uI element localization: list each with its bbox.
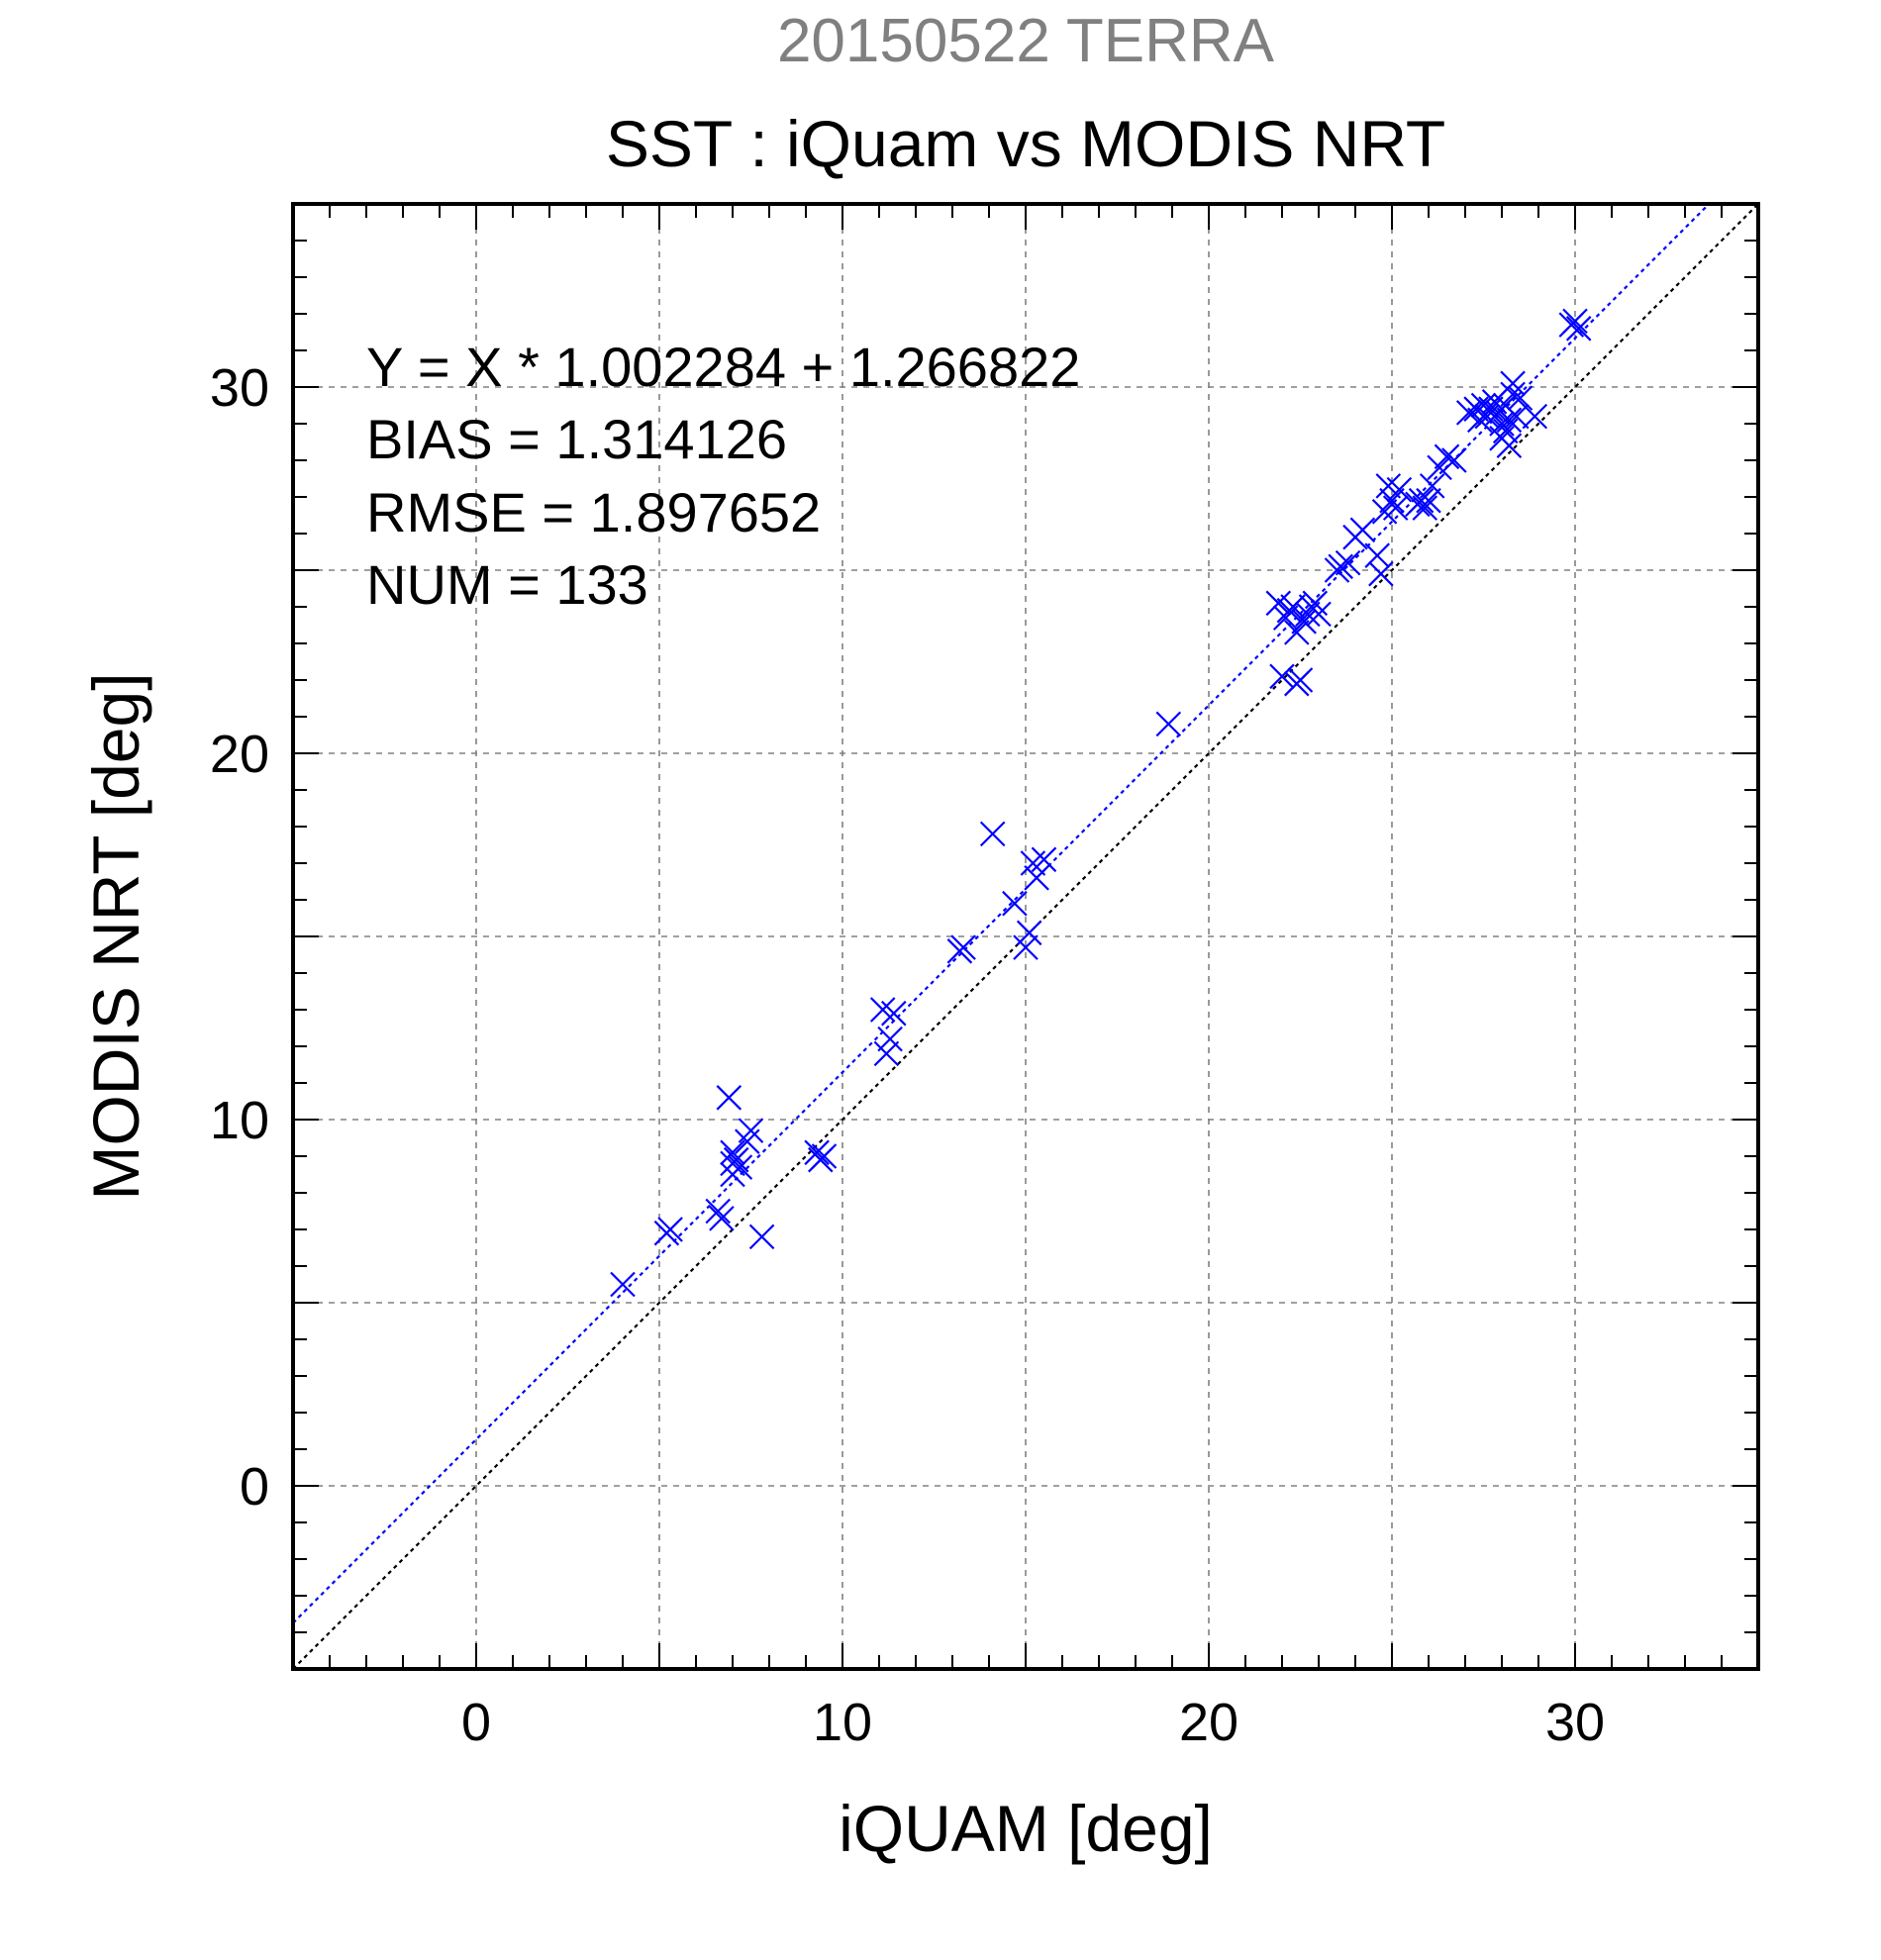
data-point bbox=[1306, 601, 1332, 628]
data-point bbox=[748, 1224, 775, 1250]
data-point bbox=[709, 1206, 735, 1231]
y-tick-label: 0 bbox=[240, 1457, 269, 1517]
data-point bbox=[1500, 381, 1526, 408]
data-point bbox=[1013, 934, 1039, 960]
plot-frame bbox=[291, 202, 1760, 1671]
stats-annotation: Y = X * 1.002284 + 1.266822 BIAS = 1.314… bbox=[366, 336, 1080, 616]
data-point bbox=[720, 1139, 745, 1166]
data-point bbox=[610, 1271, 636, 1298]
identity-line bbox=[293, 204, 1758, 1669]
data-point bbox=[1416, 487, 1441, 514]
data-point bbox=[1024, 865, 1049, 891]
chart-subtitle: SST : iQuam vs MODIS NRT bbox=[606, 107, 1445, 180]
data-point bbox=[1441, 447, 1467, 473]
fit-equation-label: Y = X * 1.002284 + 1.266822 bbox=[366, 336, 1080, 398]
data-point bbox=[881, 1000, 907, 1027]
data-point bbox=[1335, 549, 1361, 576]
data-point bbox=[1500, 370, 1526, 397]
data-point bbox=[1031, 846, 1057, 873]
x-tick-label: 0 bbox=[461, 1693, 491, 1752]
data-point bbox=[877, 1026, 903, 1052]
data-point bbox=[1328, 553, 1353, 580]
data-point bbox=[738, 1118, 764, 1143]
data-point bbox=[1562, 308, 1588, 335]
data-point bbox=[1265, 590, 1292, 617]
axis-ticks bbox=[293, 204, 1758, 1669]
data-point bbox=[979, 821, 1006, 847]
x-tick-label: 30 bbox=[1545, 1693, 1605, 1752]
x-tick-label: 20 bbox=[1179, 1693, 1238, 1752]
data-point bbox=[1379, 487, 1405, 514]
y-axis-label: MODIS NRT [deg] bbox=[79, 672, 152, 1200]
data-point bbox=[1478, 396, 1504, 422]
data-point bbox=[1522, 403, 1548, 430]
data-point bbox=[873, 1040, 900, 1067]
data-point bbox=[1002, 890, 1028, 917]
rmse-label: RMSE = 1.897652 bbox=[366, 481, 821, 543]
x-tick-label: 10 bbox=[813, 1693, 872, 1752]
data-point bbox=[1287, 667, 1314, 693]
y-tick-label: 10 bbox=[210, 1091, 269, 1150]
count-label: NUM = 133 bbox=[366, 553, 648, 616]
data-point bbox=[716, 1085, 742, 1111]
data-point bbox=[1291, 609, 1317, 635]
data-point bbox=[1427, 454, 1452, 481]
regression-fit-line bbox=[293, 204, 1711, 1624]
data-point bbox=[1364, 542, 1390, 568]
data-point bbox=[1386, 476, 1413, 503]
data-point bbox=[705, 1198, 731, 1225]
data-point bbox=[1295, 601, 1321, 628]
data-point bbox=[811, 1143, 838, 1169]
data-point bbox=[657, 1217, 683, 1242]
data-point bbox=[1507, 385, 1534, 411]
data-points bbox=[610, 308, 1592, 1298]
data-point bbox=[950, 934, 976, 960]
data-point bbox=[804, 1139, 830, 1166]
data-point bbox=[1412, 495, 1438, 521]
data-point bbox=[1280, 594, 1306, 620]
bias-label: BIAS = 1.314126 bbox=[366, 408, 787, 470]
x-tick-labels: 0 10 20 30 bbox=[461, 1693, 1605, 1752]
data-point bbox=[1496, 433, 1523, 458]
y-tick-label: 20 bbox=[210, 725, 269, 784]
x-axis-label: iQUAM [deg] bbox=[839, 1792, 1213, 1865]
y-tick-labels: 0 10 20 30 bbox=[210, 358, 269, 1517]
data-point bbox=[1408, 487, 1435, 514]
data-point bbox=[1419, 473, 1445, 499]
data-point bbox=[1368, 560, 1394, 587]
data-point bbox=[1565, 316, 1592, 342]
data-point bbox=[1016, 920, 1042, 946]
data-point bbox=[1496, 407, 1523, 434]
y-tick-label: 30 bbox=[210, 358, 269, 418]
data-point bbox=[1284, 620, 1310, 645]
data-point bbox=[727, 1154, 753, 1180]
data-point bbox=[1434, 443, 1460, 470]
data-point bbox=[1155, 711, 1182, 737]
data-point bbox=[1349, 517, 1376, 543]
data-point bbox=[723, 1146, 749, 1173]
chart-title: 20150522 TERRA bbox=[777, 7, 1275, 75]
